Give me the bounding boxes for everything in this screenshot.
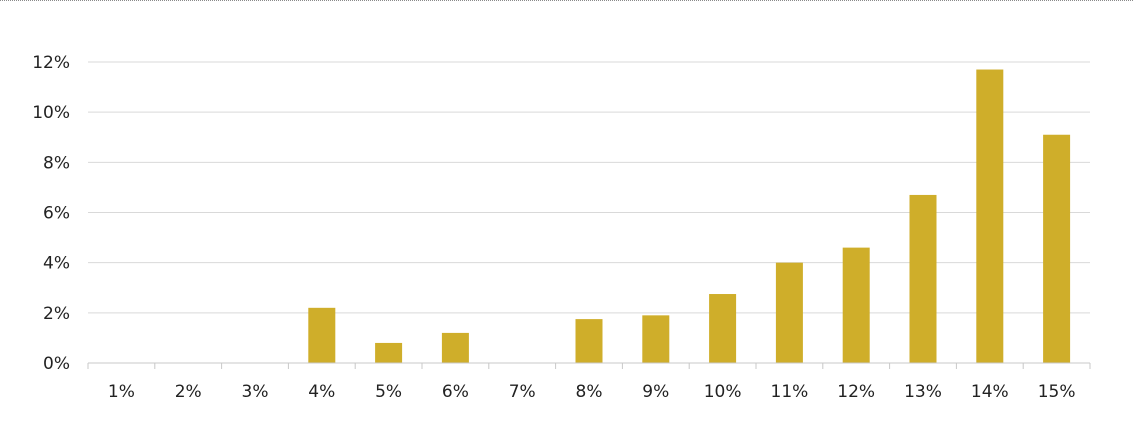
x-tick-label: 1% [108, 382, 135, 402]
y-tick-label: 12% [32, 53, 70, 73]
x-tick-label: 4% [308, 382, 335, 402]
y-tick-label: 4% [43, 254, 70, 274]
y-tick-label: 6% [43, 204, 70, 224]
bar [441, 332, 469, 363]
x-axis-ticks: 1% 2% 3% 4% 5% 6% 7% 8% 9% 10% 11% 12% 13% 14% 15% [87, 363, 1091, 402]
x-tick-label: 9% [642, 382, 669, 402]
bar [842, 247, 870, 363]
y-tick-label: 10% [32, 103, 70, 123]
bar [976, 69, 1004, 364]
bar [575, 319, 603, 363]
bar [375, 342, 403, 363]
y-tick-label: 8% [43, 153, 70, 173]
x-tick-label: 7% [509, 382, 536, 402]
y-axis-ticks: 0% 2% 4% 6% 8% 10% 12% [32, 53, 70, 374]
x-tick-label: 6% [442, 382, 469, 402]
bars [308, 69, 1071, 364]
x-tick-label: 11% [771, 382, 809, 402]
bar [709, 294, 737, 363]
bar [1043, 134, 1071, 363]
x-tick-label: 13% [904, 382, 942, 402]
x-tick-label: 3% [242, 382, 269, 402]
x-tick-label: 8% [576, 382, 603, 402]
y-tick-label: 0% [43, 354, 70, 374]
x-tick-label: 5% [375, 382, 402, 402]
y-tick-label: 2% [43, 304, 70, 324]
gridlines [88, 61, 1090, 314]
x-tick-label: 10% [704, 382, 742, 402]
bar [909, 194, 937, 363]
top-border [0, 0, 1133, 1]
bar [642, 315, 670, 363]
x-tick-label: 14% [971, 382, 1009, 402]
x-tick-label: 2% [175, 382, 202, 402]
x-tick-label: 15% [1038, 382, 1076, 402]
x-tick-label: 12% [837, 382, 875, 402]
bar [308, 307, 336, 363]
bar [775, 262, 803, 363]
